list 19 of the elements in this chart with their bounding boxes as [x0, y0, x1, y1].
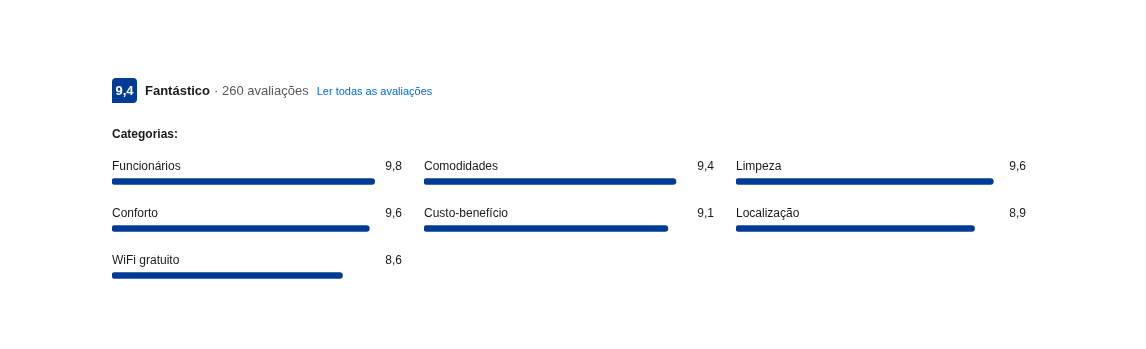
data-label: 9,4 — [697, 158, 715, 173]
data-label: 9,6 — [385, 205, 403, 220]
data-label: 9,8 — [385, 158, 403, 173]
data-label: 9,6 — [1009, 158, 1027, 173]
text: Fantástico — [145, 83, 211, 98]
data-label: 9,1 — [697, 205, 715, 220]
category-label: Comodidades — [424, 158, 499, 173]
text: 9,4 — [112, 78, 137, 103]
category-label: Limpeza — [736, 158, 782, 173]
category-label: Custo-benefício — [424, 205, 509, 220]
text: Ler todas as avaliações — [316, 84, 433, 97]
data-label: 8,6 — [385, 252, 403, 267]
text: · 260 avaliações — [214, 83, 309, 98]
category-label: Localização — [736, 205, 800, 220]
category-label: Conforto — [112, 205, 159, 220]
text: Categorias: — [112, 127, 179, 141]
data-label: 8,9 — [1009, 205, 1027, 220]
category-label: WiFi gratuito — [112, 252, 180, 267]
category-label: Funcionários — [112, 158, 181, 173]
